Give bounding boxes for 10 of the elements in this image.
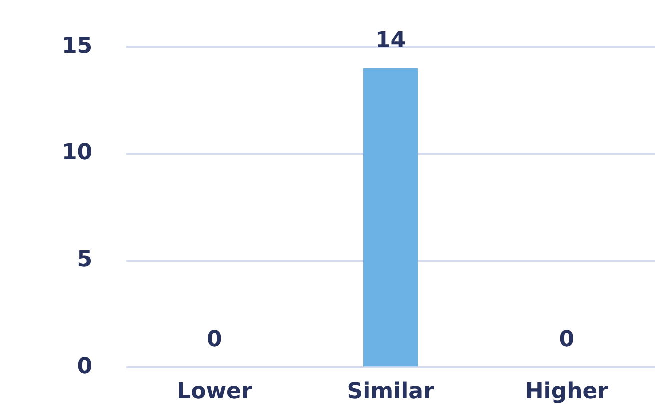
data-label: 0 (559, 327, 575, 352)
x-tick-label: Higher (525, 380, 609, 405)
y-tick-label: 0 (77, 354, 93, 380)
y-tick-label: 15 (62, 34, 93, 59)
data-label: 14 (375, 28, 406, 54)
x-tick-label: Similar (347, 380, 434, 405)
x-tick-label: Lower (177, 380, 252, 405)
y-tick-label: 10 (62, 140, 93, 166)
y-tick-label: 5 (77, 248, 93, 273)
data-label: 0 (207, 327, 222, 352)
